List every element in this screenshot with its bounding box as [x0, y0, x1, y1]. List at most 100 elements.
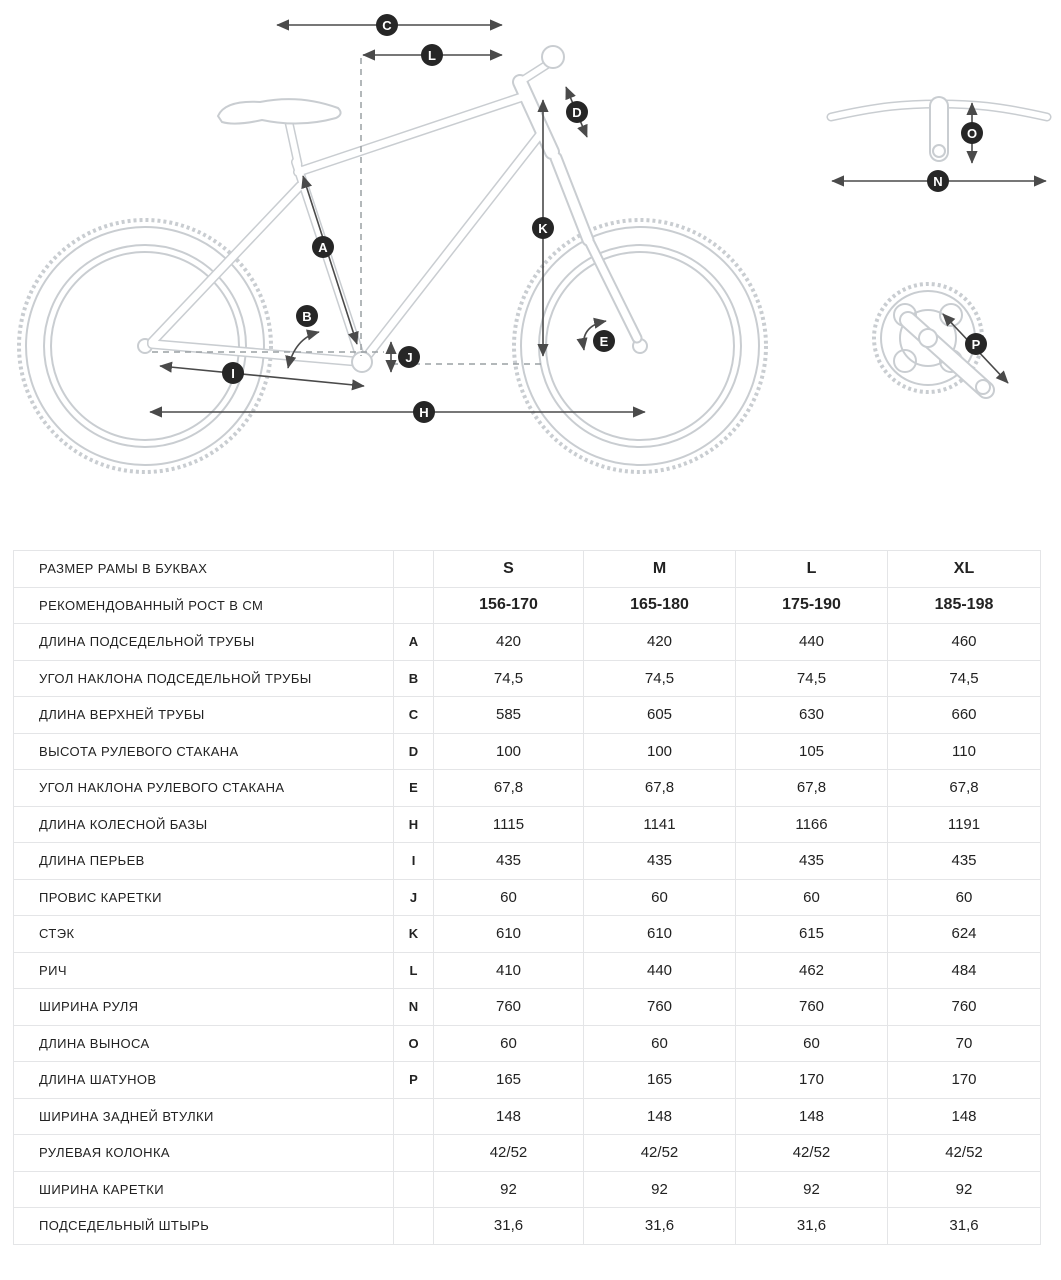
row-value-m: 610	[583, 915, 736, 953]
svg-text:C: C	[382, 18, 392, 33]
row-value-m: 42/52	[583, 1134, 736, 1172]
row-value-l: 67,8	[735, 769, 888, 807]
svg-text:D: D	[572, 105, 581, 120]
row-parameter-label: ДЛИНА КОЛЕСНОЙ БАЗЫ	[13, 805, 394, 843]
dim-label-e: E	[593, 330, 615, 352]
row-value-xl: 31,6	[887, 1207, 1041, 1245]
row-value-l: 42/52	[735, 1134, 888, 1172]
row-value-m: 148	[583, 1097, 736, 1135]
row-value-s: 148	[433, 1097, 584, 1135]
handlebar-clamp	[541, 45, 565, 69]
dim-label-b: B	[296, 305, 318, 327]
row-parameter-label: ПРОВИС КАРЕТКИ	[13, 878, 394, 916]
row-value-m: 100	[583, 732, 736, 770]
row-dimension-letter: E	[393, 769, 434, 807]
row-value-xl: 624	[887, 915, 1041, 953]
table-row: ШИРИНА РУЛЯ N 760 760 760 760	[13, 988, 1041, 1026]
row-dimension-letter: L	[393, 951, 434, 989]
dim-label-k: K	[532, 217, 554, 239]
row-parameter-label: РАЗМЕР РАМЫ В БУКВАХ	[13, 550, 394, 588]
row-parameter-label: ДЛИНА ШАТУНОВ	[13, 1061, 394, 1099]
dim-label-l: L	[421, 44, 443, 66]
bike-geometry-diagram: C L D K A B J E I H O N P	[0, 0, 1061, 540]
row-value-s: 156-170	[433, 586, 584, 624]
bike-geometry-svg: C L D K A B J E I H O N P	[17, 14, 1052, 474]
row-value-l: 148	[735, 1097, 888, 1135]
svg-text:P: P	[972, 337, 981, 352]
row-value-xl: 435	[887, 842, 1041, 880]
row-value-xl: 760	[887, 988, 1041, 1026]
row-value-s: 585	[433, 696, 584, 734]
row-value-xl: 660	[887, 696, 1041, 734]
row-dimension-letter: I	[393, 842, 434, 880]
row-value-m: 165-180	[583, 586, 736, 624]
row-value-m: 92	[583, 1170, 736, 1208]
row-value-xl: 148	[887, 1097, 1041, 1135]
row-value-xl: 70	[887, 1024, 1041, 1062]
row-value-m: 435	[583, 842, 736, 880]
row-value-xl: XL	[887, 550, 1041, 588]
row-value-s: 420	[433, 623, 584, 661]
row-value-l: 175-190	[735, 586, 888, 624]
row-parameter-label: РУЛЕВАЯ КОЛОНКА	[13, 1134, 394, 1172]
front-wheel	[512, 218, 768, 474]
row-parameter-label: УГОЛ НАКЛОНА РУЛЕВОГО СТАКАНА	[13, 769, 394, 807]
row-value-xl: 92	[887, 1170, 1041, 1208]
svg-text:J: J	[405, 350, 412, 365]
row-value-xl: 74,5	[887, 659, 1041, 697]
svg-text:N: N	[933, 174, 942, 189]
row-value-l: 760	[735, 988, 888, 1026]
row-dimension-letter	[393, 1170, 434, 1208]
dim-label-h: H	[413, 401, 435, 423]
row-dimension-letter: K	[393, 915, 434, 953]
row-value-s: 74,5	[433, 659, 584, 697]
svg-text:I: I	[231, 366, 235, 381]
row-value-s: 1115	[433, 805, 584, 843]
row-value-xl: 67,8	[887, 769, 1041, 807]
row-value-s: 410	[433, 951, 584, 989]
table-row: ШИРИНА ЗАДНЕЙ ВТУЛКИ 148 148 148 148	[13, 1097, 1041, 1135]
row-parameter-label: РИЧ	[13, 951, 394, 989]
row-value-l: 440	[735, 623, 888, 661]
row-value-s: 760	[433, 988, 584, 1026]
table-row: ДЛИНА ШАТУНОВ P 165 165 170 170	[13, 1061, 1041, 1099]
row-parameter-label: ВЫСОТА РУЛЕВОГО СТАКАНА	[13, 732, 394, 770]
row-parameter-label: ДЛИНА ПОДСЕДЕЛЬНОЙ ТРУБЫ	[13, 623, 394, 661]
dim-label-p: P	[965, 333, 987, 355]
row-value-l: 74,5	[735, 659, 888, 697]
row-value-s: 60	[433, 878, 584, 916]
row-dimension-letter: N	[393, 988, 434, 1026]
row-value-m: 74,5	[583, 659, 736, 697]
table-row: ПРОВИС КАРЕТКИ J 60 60 60 60	[13, 878, 1041, 916]
table-row: УГОЛ НАКЛОНА РУЛЕВОГО СТАКАНА E 67,8 67,…	[13, 769, 1041, 807]
row-dimension-letter: J	[393, 878, 434, 916]
row-value-s: 60	[433, 1024, 584, 1062]
row-parameter-label: СТЭК	[13, 915, 394, 953]
row-parameter-label: УГОЛ НАКЛОНА ПОДСЕДЕЛЬНОЙ ТРУБЫ	[13, 659, 394, 697]
dim-label-c: C	[376, 14, 398, 36]
saddle	[216, 98, 342, 125]
table-row: ШИРИНА КАРЕТКИ 92 92 92 92	[13, 1170, 1041, 1208]
row-parameter-label: ШИРИНА КАРЕТКИ	[13, 1170, 394, 1208]
row-dimension-letter: P	[393, 1061, 434, 1099]
row-value-xl: 60	[887, 878, 1041, 916]
row-value-xl: 1191	[887, 805, 1041, 843]
row-value-xl: 460	[887, 623, 1041, 661]
row-value-m: 60	[583, 878, 736, 916]
row-value-l: L	[735, 550, 888, 588]
row-dimension-letter: B	[393, 659, 434, 697]
row-dimension-letter: H	[393, 805, 434, 843]
svg-text:E: E	[600, 334, 609, 349]
table-row: РУЛЕВАЯ КОЛОНКА 42/52 42/52 42/52 42/52	[13, 1134, 1041, 1172]
row-value-s: 100	[433, 732, 584, 770]
row-dimension-letter	[393, 1134, 434, 1172]
row-value-s: 67,8	[433, 769, 584, 807]
table-row: СТЭК K 610 610 615 624	[13, 915, 1041, 953]
row-parameter-label: ШИРИНА ЗАДНЕЙ ВТУЛКИ	[13, 1097, 394, 1135]
row-dimension-letter: O	[393, 1024, 434, 1062]
row-value-xl: 42/52	[887, 1134, 1041, 1172]
svg-text:K: K	[538, 221, 548, 236]
row-parameter-label: ШИРИНА РУЛЯ	[13, 988, 394, 1026]
table-row: ДЛИНА ВЕРХНЕЙ ТРУБЫ C 585 605 630 660	[13, 696, 1041, 734]
row-value-l: 105	[735, 732, 888, 770]
